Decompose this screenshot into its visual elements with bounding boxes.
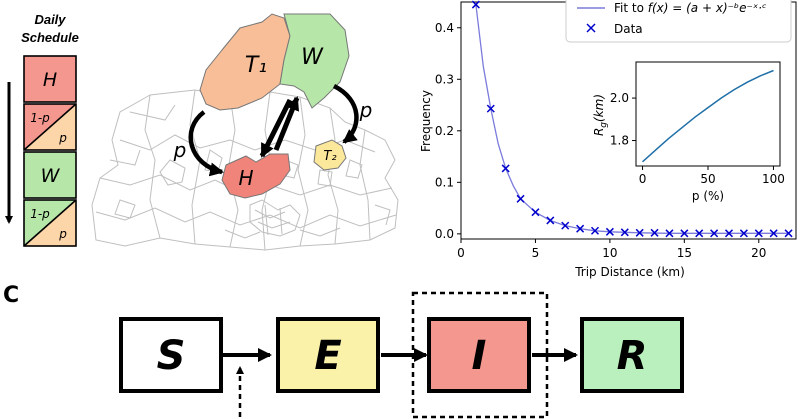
data-point bbox=[546, 216, 555, 225]
schedule-title-line2: Schedule bbox=[21, 30, 79, 45]
legend: Fit to f(x) = (a + x)⁻ᵇe⁻ˣ·ᶜ Data bbox=[565, 0, 792, 43]
panel-c: C S E I R bbox=[3, 283, 684, 419]
compartment-i bbox=[427, 317, 531, 393]
y-tick-label: 0.4 bbox=[435, 21, 454, 35]
arrow-work-to-home bbox=[259, 98, 293, 158]
data-point bbox=[710, 229, 719, 238]
region-map: T₁ W H T₂ p p bbox=[91, 13, 399, 251]
arrow-label-p-left: p bbox=[173, 138, 187, 162]
schedule-split-diagonal bbox=[23, 103, 77, 151]
data-point bbox=[471, 0, 480, 9]
x-tick-label: 5 bbox=[532, 246, 540, 260]
legend-fit-formula: f(x) = (a + x)⁻ᵇe⁻ˣ·ᶜ bbox=[648, 1, 767, 15]
data-point bbox=[650, 228, 659, 237]
legend-data-label: Data bbox=[614, 22, 643, 36]
data-markers bbox=[471, 0, 793, 238]
compartment-label-r: R bbox=[617, 333, 648, 379]
data-point bbox=[576, 224, 585, 233]
compartment-e bbox=[276, 317, 380, 393]
data-point bbox=[695, 229, 704, 238]
schedule-block-1 bbox=[23, 103, 77, 151]
legend-data-swatch bbox=[586, 23, 596, 33]
inset-x-tick-label: 50 bbox=[700, 172, 715, 186]
schedule-block-3 bbox=[23, 199, 77, 247]
inset-x-tick-label: 100 bbox=[762, 172, 785, 186]
x-tick-label: 10 bbox=[602, 246, 617, 260]
arrow-home-to-work bbox=[273, 96, 300, 151]
inset-curve bbox=[642, 69, 774, 163]
x-tick-label: 20 bbox=[751, 246, 766, 260]
data-point bbox=[754, 229, 763, 238]
region-label-w: W bbox=[301, 45, 324, 70]
data-point bbox=[724, 229, 734, 238]
y-tick-label: 0.1 bbox=[435, 175, 454, 189]
schedule-block-2 bbox=[23, 151, 77, 199]
compartment-label-s: S bbox=[157, 333, 186, 379]
arrow-w-to-t2 bbox=[332, 83, 359, 144]
x-tick-label: 0 bbox=[457, 246, 465, 260]
panel-c-letter: C bbox=[3, 283, 19, 308]
schedule-split-label-bottom: p bbox=[58, 227, 67, 241]
data-point bbox=[680, 229, 689, 238]
y-axis-label: Frequency bbox=[419, 90, 433, 152]
trip-distance-chart: 0 5 10 15 20 0.0 0.1 0.2 0.3 0.4 Trip Distance (k… bbox=[419, 0, 797, 279]
inset-y-tick-label: 2.0 bbox=[610, 91, 629, 105]
legend-fit-prefix: Fit to f(x) = (a + x)⁻ᵇe⁻ˣ·ᶜ bbox=[614, 1, 767, 15]
data-point bbox=[501, 164, 510, 173]
data-point bbox=[561, 221, 570, 230]
data-point bbox=[665, 229, 674, 238]
schedule-block-0 bbox=[23, 55, 77, 103]
region-w bbox=[279, 13, 350, 109]
compartment-label-e: E bbox=[314, 333, 341, 379]
data-point bbox=[486, 104, 495, 113]
region-h bbox=[221, 153, 291, 199]
data-point bbox=[635, 228, 644, 237]
x-axis-label: Trip Distance (km) bbox=[574, 265, 685, 279]
compartment-label-i: I bbox=[472, 333, 487, 379]
data-point bbox=[516, 194, 525, 203]
data-point bbox=[590, 226, 600, 235]
arrow-label-p-right: p bbox=[359, 98, 373, 122]
region-t2 bbox=[313, 139, 347, 171]
legend-box bbox=[565, 0, 792, 43]
schedule-title-line1: Daily bbox=[34, 12, 66, 27]
data-point bbox=[784, 229, 793, 238]
schedule-block-label: H bbox=[43, 69, 57, 91]
region-label-t1: T₁ bbox=[245, 53, 267, 78]
compartment-r bbox=[580, 317, 684, 393]
arrow-t1-to-h bbox=[188, 110, 224, 177]
daily-schedule: Daily Schedule H 1-p p W 1-p p bbox=[5, 12, 79, 247]
data-point bbox=[769, 229, 778, 238]
x-tick-label: 15 bbox=[677, 246, 692, 260]
y-tick-label: 0.0 bbox=[435, 227, 454, 241]
schedule-split-label-top: 1-p bbox=[30, 111, 50, 125]
data-point bbox=[620, 228, 629, 237]
inset-x-tick-label: 0 bbox=[639, 172, 647, 186]
inset-x-label: p (%) bbox=[692, 189, 724, 203]
schedule-split-diagonal bbox=[23, 199, 77, 247]
region-label-h: H bbox=[238, 166, 253, 190]
inset-y-tick-label: 1.8 bbox=[610, 134, 629, 148]
data-point bbox=[605, 227, 614, 236]
schedule-split-label-bottom: p bbox=[58, 131, 67, 145]
schedule-block-label: W bbox=[41, 165, 61, 187]
compartment-s bbox=[119, 317, 223, 393]
data-point bbox=[531, 208, 540, 217]
schedule-split-label-top: 1-p bbox=[30, 207, 50, 221]
y-tick-label: 0.2 bbox=[435, 124, 454, 138]
region-label-t2: T₂ bbox=[323, 149, 336, 164]
inset-chart: 0 50 100 1.8 2.0 p (%) Rg(km) bbox=[592, 61, 785, 203]
data-point bbox=[739, 229, 748, 238]
inset-y-label: Rg(km) bbox=[592, 94, 609, 136]
y-tick-label: 0.3 bbox=[435, 72, 454, 86]
